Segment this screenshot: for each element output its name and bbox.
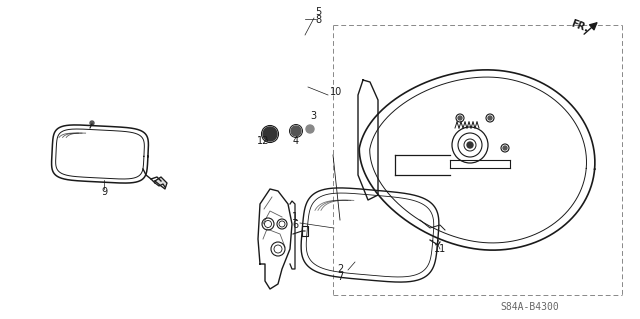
Text: 2: 2: [337, 264, 343, 274]
Circle shape: [306, 125, 314, 133]
Circle shape: [467, 142, 473, 148]
Text: 9: 9: [101, 187, 107, 197]
Text: 4: 4: [293, 136, 299, 146]
Circle shape: [503, 146, 507, 150]
Polygon shape: [155, 177, 167, 189]
Text: FR.: FR.: [570, 19, 590, 34]
Text: 7: 7: [337, 272, 343, 282]
Text: 5: 5: [315, 7, 321, 17]
Text: 11: 11: [434, 244, 446, 254]
Circle shape: [488, 116, 492, 120]
Circle shape: [263, 127, 277, 141]
Text: 6: 6: [292, 220, 298, 230]
Circle shape: [90, 121, 94, 125]
Text: 1: 1: [292, 212, 298, 222]
Text: S84A-B4300: S84A-B4300: [500, 302, 559, 312]
Text: 3: 3: [310, 111, 316, 121]
Text: 8: 8: [315, 15, 321, 25]
Text: 10: 10: [330, 87, 342, 97]
Circle shape: [291, 126, 301, 136]
Text: 12: 12: [257, 136, 269, 146]
Circle shape: [458, 116, 462, 120]
